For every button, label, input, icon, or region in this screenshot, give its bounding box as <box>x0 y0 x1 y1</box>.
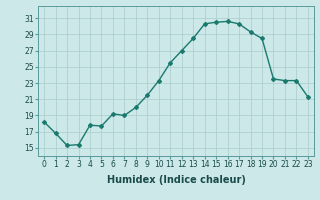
X-axis label: Humidex (Indice chaleur): Humidex (Indice chaleur) <box>107 175 245 185</box>
